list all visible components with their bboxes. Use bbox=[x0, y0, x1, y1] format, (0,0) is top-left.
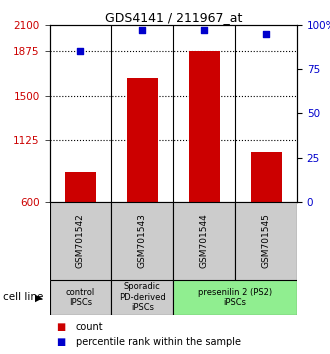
Bar bbox=[173, 280, 297, 315]
Text: ■: ■ bbox=[56, 322, 65, 332]
Bar bbox=[112, 280, 173, 315]
Text: ■: ■ bbox=[56, 337, 65, 347]
Text: GSM701544: GSM701544 bbox=[200, 213, 209, 268]
Text: GSM701545: GSM701545 bbox=[262, 213, 271, 268]
Point bbox=[78, 48, 83, 54]
Text: cell line: cell line bbox=[3, 292, 44, 302]
Bar bbox=[65, 172, 96, 202]
Text: control
IPSCs: control IPSCs bbox=[66, 288, 95, 307]
Bar bbox=[189, 51, 220, 202]
Bar bbox=[127, 78, 158, 202]
Text: Sporadic
PD-derived
iPSCs: Sporadic PD-derived iPSCs bbox=[119, 282, 166, 312]
Text: GSM701543: GSM701543 bbox=[138, 213, 147, 268]
Text: GSM701542: GSM701542 bbox=[76, 213, 85, 268]
Bar bbox=[250, 152, 281, 202]
Point bbox=[202, 27, 207, 33]
Point bbox=[263, 31, 269, 36]
Text: percentile rank within the sample: percentile rank within the sample bbox=[76, 337, 241, 347]
Text: ▶: ▶ bbox=[35, 292, 43, 302]
Bar bbox=[112, 202, 173, 280]
Bar bbox=[235, 202, 297, 280]
Bar bbox=[50, 280, 112, 315]
Point bbox=[140, 27, 145, 33]
Title: GDS4141 / 211967_at: GDS4141 / 211967_at bbox=[105, 11, 242, 24]
Text: count: count bbox=[76, 322, 104, 332]
Bar bbox=[50, 202, 112, 280]
Text: presenilin 2 (PS2)
iPSCs: presenilin 2 (PS2) iPSCs bbox=[198, 288, 272, 307]
Bar bbox=[173, 202, 235, 280]
